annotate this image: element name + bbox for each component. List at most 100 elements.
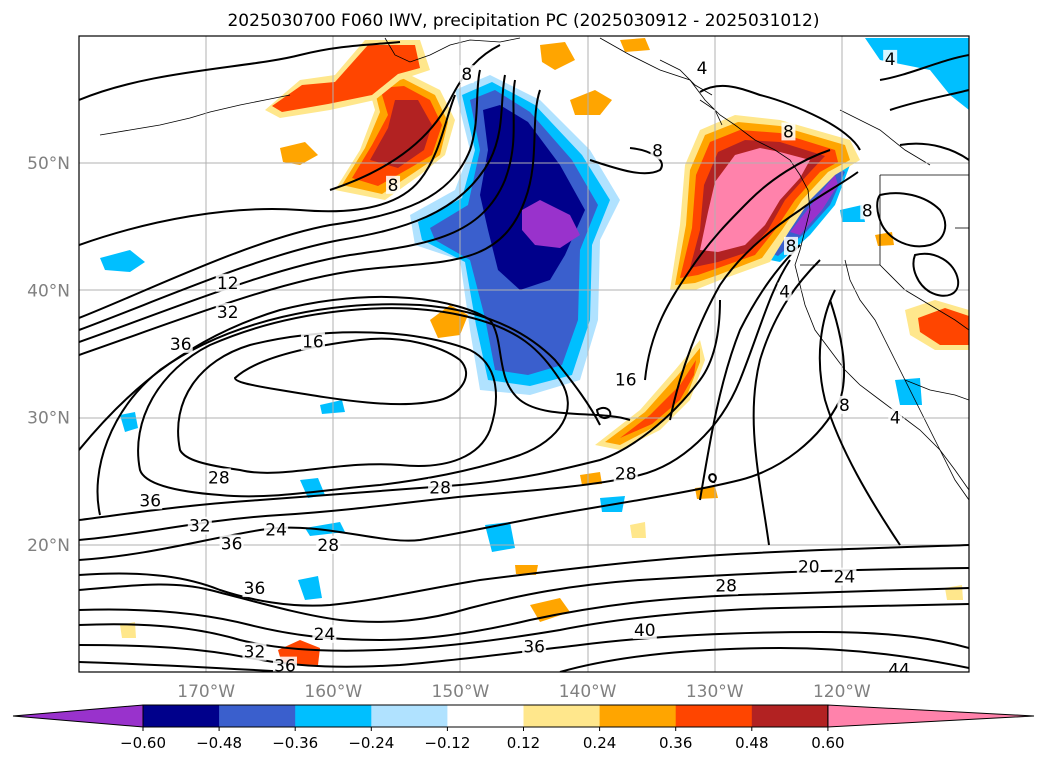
- contour-label: 36: [139, 491, 161, 511]
- contour-label-bg: [206, 468, 231, 487]
- colorbar-segment: [599, 705, 677, 727]
- contour-label: 36: [274, 657, 296, 677]
- boundaries: [800, 109, 969, 401]
- precip-shade: [120, 412, 138, 432]
- colorbar-tick-label: 0.24: [583, 734, 616, 752]
- lon-tick-label: 130°W: [686, 682, 744, 702]
- contour-label: 36: [170, 335, 192, 355]
- contour-label-bg: [386, 175, 401, 194]
- contour-label-bg: [796, 557, 821, 576]
- contour-line: [79, 74, 506, 331]
- border-line: [904, 379, 969, 401]
- contour-label: 28: [715, 577, 737, 597]
- contour-line: [233, 337, 467, 406]
- contour-label: 16: [615, 370, 637, 390]
- longitude-axis: 170°W 160°W 150°W 140°W 130°W 120°W: [177, 682, 871, 702]
- contour-line: [79, 299, 721, 521]
- contour-line: [644, 149, 831, 381]
- contour-line: [559, 646, 969, 672]
- contour-line: [912, 252, 960, 297]
- precip-shade: [895, 378, 922, 405]
- contour-label: 8: [839, 396, 850, 416]
- lon-tick-label: 170°W: [177, 682, 235, 702]
- contour-label-bg: [860, 201, 875, 220]
- contour-label-bg: [883, 49, 898, 68]
- contour-line: [879, 54, 969, 81]
- contour-label: 36: [221, 535, 243, 555]
- precip-shade: [630, 522, 646, 538]
- lon-tick-label: 160°W: [304, 682, 362, 702]
- contour-label-bg: [215, 303, 240, 322]
- contour-line: [699, 244, 801, 501]
- contour-line: [79, 259, 791, 541]
- contour-line: [329, 44, 501, 191]
- contour-label-bg: [632, 621, 657, 640]
- contour-label-bg: [613, 370, 638, 389]
- contour-label: 36: [523, 638, 545, 658]
- precip-shade: [595, 340, 705, 450]
- contour-label: 4: [697, 59, 708, 79]
- precip-shade: [918, 308, 969, 345]
- colorbar-segment: [295, 705, 372, 727]
- colorbar-tick-label: 0.12: [507, 734, 540, 752]
- precip-shade: [298, 576, 322, 600]
- contour-line: [137, 307, 569, 498]
- colorbar-segment: [523, 705, 601, 727]
- colorbar-tick-label: −0.12: [424, 734, 470, 752]
- colorbar-segment: [447, 705, 524, 727]
- colorbar: −0.60 −0.48 −0.36 −0.24 −0.12 0.12 0.24 0.36 0.4…: [12, 704, 1035, 752]
- contour-label: 8: [786, 237, 797, 257]
- contour-line: [79, 79, 516, 343]
- contour-label: 32: [244, 643, 266, 663]
- contour-line: [595, 406, 612, 419]
- colorbar-tick-label: −0.48: [196, 734, 242, 752]
- contour-label-bg: [138, 491, 163, 510]
- contour-label: 44: [888, 660, 910, 680]
- lat-tick-label: 50°N: [27, 154, 70, 174]
- lat-tick-label: 30°N: [27, 409, 70, 429]
- contour-label-bg: [837, 395, 852, 414]
- precip-shade: [430, 305, 468, 338]
- contour-line: [876, 192, 947, 248]
- contour-line: [79, 661, 291, 672]
- plot-frame: [78, 35, 970, 673]
- coastline: [99, 94, 291, 136]
- precip-shade: [540, 42, 575, 70]
- precip-shade: [370, 100, 432, 168]
- contour-label: 4: [885, 50, 896, 70]
- contour-label-bg: [888, 408, 903, 427]
- lat-tick-label: 40°N: [27, 281, 70, 301]
- contour-label-bg: [887, 660, 912, 672]
- contour-label: 20: [798, 557, 820, 577]
- precip-shade: [790, 175, 838, 235]
- precip-shade: [100, 250, 145, 272]
- contour-line: [79, 94, 456, 246]
- contour-label: 28: [317, 536, 339, 556]
- map-title: 2025030700 F060 IWV, precipitation PC (2…: [227, 11, 819, 31]
- iwv-contours: [79, 41, 969, 672]
- contour-label-bg: [187, 516, 212, 535]
- colorbar-tick-label: 0.36: [659, 734, 692, 752]
- contour-label-bg: [168, 334, 193, 353]
- colorbar-tick-label: 0.60: [811, 734, 844, 752]
- contour-label: 4: [779, 283, 790, 303]
- contour-label-bg: [242, 642, 267, 661]
- contour-line: [589, 147, 663, 175]
- precip-shade: [120, 622, 136, 638]
- colorbar-segment: [371, 705, 448, 727]
- lat-tick-label: 20°N: [27, 536, 70, 556]
- contour-label-bg: [272, 656, 297, 672]
- precip-shade: [580, 472, 602, 485]
- colorbar-segment: [675, 705, 753, 727]
- contour-line: [79, 89, 541, 356]
- contour-line: [669, 171, 859, 421]
- contour-label-bg: [650, 141, 665, 160]
- contour-label: 24: [265, 521, 287, 541]
- contour-label-bg: [459, 65, 474, 84]
- border-line: [879, 264, 969, 331]
- contour-line: [79, 603, 969, 652]
- colorbar-segment: [219, 705, 296, 727]
- contour-line: [79, 41, 401, 101]
- contour-label: 16: [302, 332, 324, 352]
